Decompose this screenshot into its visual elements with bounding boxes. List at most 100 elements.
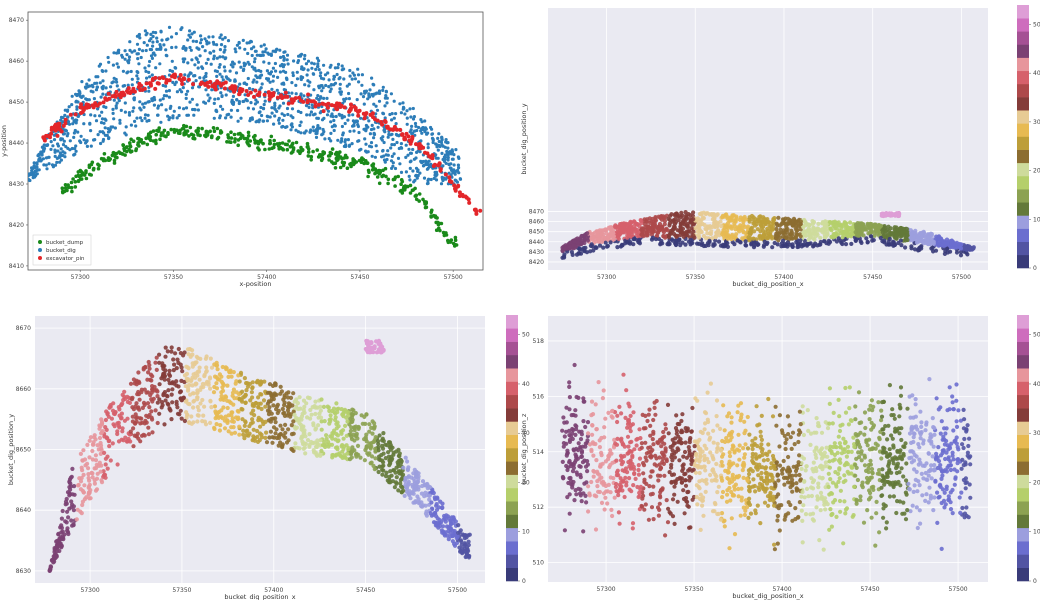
point-bucket-dig [129,123,133,127]
point-bucket-dig [238,82,242,86]
point [336,406,341,411]
point-bucket-dump [134,147,139,151]
point-excavator-pin [467,200,472,205]
point [220,388,226,393]
point [392,485,397,490]
point [861,233,866,238]
point [318,438,323,443]
point [877,225,882,230]
point [958,245,963,250]
point-bucket-dump [144,136,148,141]
point-bucket-dig [97,64,101,68]
point [743,235,748,240]
point-bucket-dig [381,148,385,153]
point-bucket-dig [151,34,155,39]
point-bucket-dig [377,99,382,103]
point-excavator-pin [398,127,403,132]
point-bucket-dig [299,110,303,115]
point-excavator-pin [400,132,405,137]
point [85,442,90,447]
point-bucket-dig [223,48,227,52]
scatter-points [47,345,472,573]
point [749,213,755,219]
point-bucket-dig [382,140,386,145]
point [597,243,603,248]
point-bucket-dig [456,163,460,167]
point-bucket-dig [74,144,78,148]
point-bucket-dump [212,129,217,133]
point-bucket-dig [94,88,99,92]
point-bucket-dig [304,129,308,133]
point [354,451,359,456]
point [319,419,324,424]
point [870,238,875,243]
point-bucket-dig [170,69,175,73]
point-bucket-dump [377,181,382,186]
point-bucket-dig [303,53,307,58]
point [237,424,242,429]
point-bucket-dig [133,119,137,123]
point-bucket-dig [130,83,134,87]
point [250,420,255,425]
point-bucket-dig [239,65,243,69]
point [732,242,737,247]
point-bucket-dig [357,130,361,135]
point-bucket-dig [390,143,394,147]
point [741,223,746,228]
point [898,234,903,239]
point-bucket-dig [427,177,431,181]
point [625,230,631,235]
point-bucket-dig [195,103,199,107]
point [752,243,757,248]
point-bucket-dig [98,130,102,134]
point-bucket-dig [167,25,172,29]
point [200,397,205,403]
point-bucket-dig [420,131,424,135]
point-bucket-dump [345,166,350,170]
point [927,241,932,246]
point-excavator-pin [153,75,158,80]
point [383,456,388,461]
point-bucket-dig [124,133,128,137]
point-bucket-dig [194,79,198,83]
point-excavator-pin [316,102,321,107]
point-bucket-dig [215,74,219,78]
point [813,241,818,246]
point-bucket-dig [446,158,450,162]
point-bucket-dig [207,99,211,103]
point [580,247,585,252]
point-bucket-dig [378,91,382,95]
point [385,443,390,448]
point [603,240,608,245]
scatter-points [28,25,483,248]
point-bucket-dig [66,108,70,112]
point [371,463,376,468]
point-bucket-dig [174,31,178,36]
point-bucket-dig [49,140,53,144]
point-bucket-dig [42,163,46,167]
point-bucket-dig [143,101,147,105]
point-bucket-dig [164,84,168,88]
point-bucket-dig [264,47,268,51]
point-bucket-dig [109,85,113,89]
point [231,387,236,392]
point-bucket-dig [101,84,105,88]
point-bucket-dig [196,60,200,64]
point-bucket-dig [66,146,70,150]
point [191,405,196,410]
point-bucket-dig [445,149,449,154]
point-excavator-pin [101,100,106,105]
point-bucket-dig [327,78,331,82]
point-bucket-dig [315,131,319,135]
point-bucket-dig [143,116,147,120]
point-bucket-dig [158,98,162,102]
x-tick-label: 57400 [264,587,283,594]
point-excavator-pin [140,87,145,92]
y-tick-label: 8660 [16,386,31,393]
point-bucket-dig [229,63,233,67]
point [757,234,762,239]
point-bucket-dig [81,94,85,98]
point-bucket-dig [154,66,158,70]
point-bucket-dig [47,155,51,159]
y-tick-label: 8450 [529,229,544,236]
